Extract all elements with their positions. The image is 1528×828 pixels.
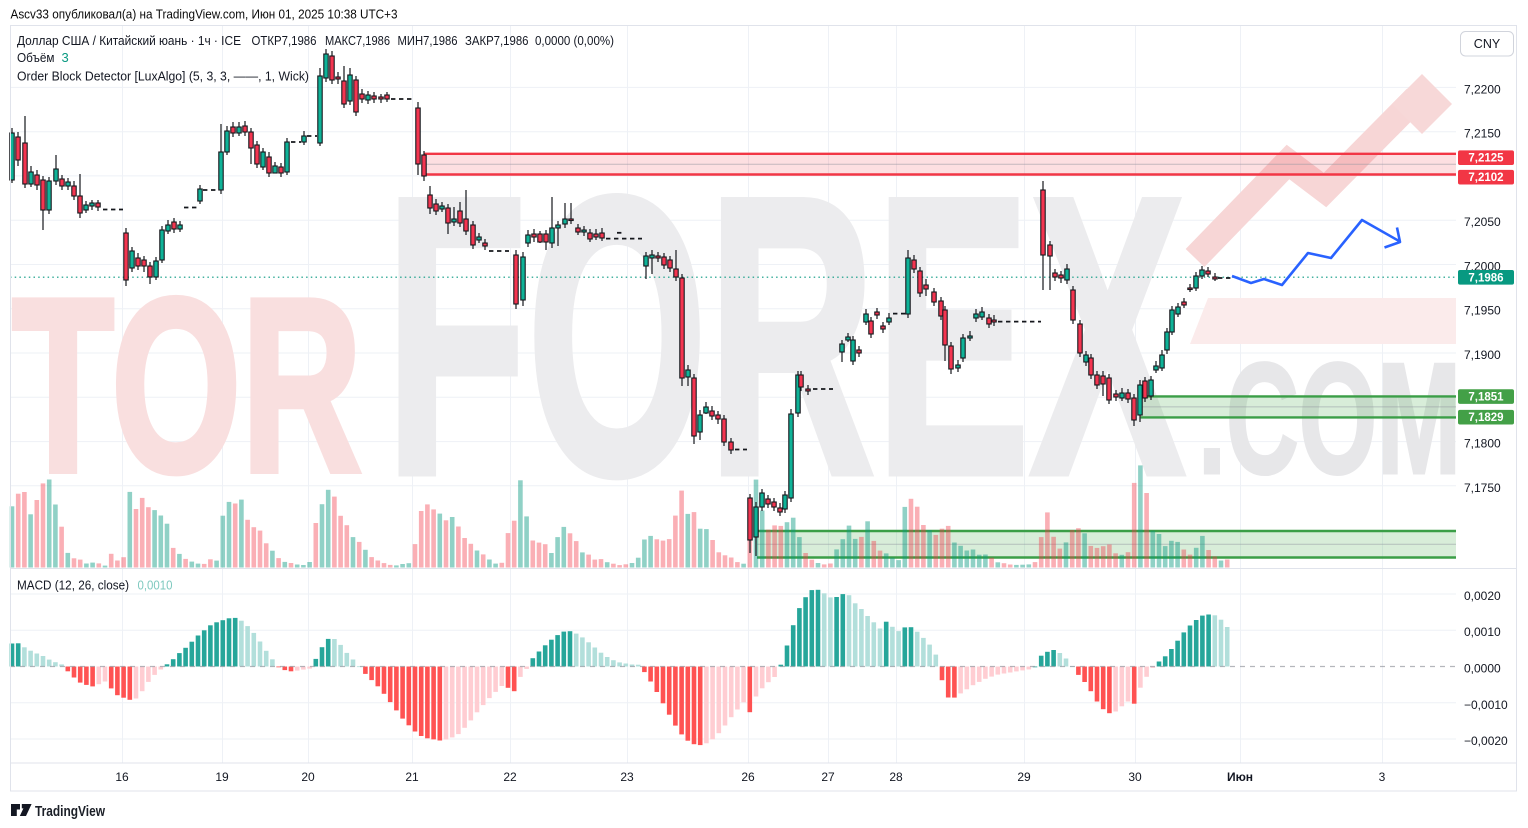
svg-text:Объём: Объём xyxy=(17,50,55,65)
svg-text:0,0000: 0,0000 xyxy=(1464,662,1501,676)
svg-text:MACD (12, 26, close): MACD (12, 26, close) xyxy=(17,578,129,593)
svg-text:7,1851: 7,1851 xyxy=(1468,392,1504,404)
svg-text:3: 3 xyxy=(1379,770,1386,784)
svg-text:21: 21 xyxy=(405,770,419,784)
svg-text:Ascv33 опубликовал(а) на Tradi: Ascv33 опубликовал(а) на TradingView.com… xyxy=(11,8,398,22)
svg-text:23: 23 xyxy=(620,770,634,784)
svg-text:28: 28 xyxy=(889,770,903,784)
svg-text:7,2125: 7,2125 xyxy=(1468,153,1504,165)
svg-text:7,1750: 7,1750 xyxy=(1464,481,1501,495)
svg-text:0,0010: 0,0010 xyxy=(1464,625,1501,639)
svg-text:0,0020: 0,0020 xyxy=(1464,589,1501,603)
svg-text:3: 3 xyxy=(62,50,69,65)
svg-text:0,0010: 0,0010 xyxy=(138,578,173,593)
svg-text:.COM: .COM xyxy=(1198,331,1461,507)
svg-text:−0,0010: −0,0010 xyxy=(1464,698,1508,712)
svg-text:7,2050: 7,2050 xyxy=(1464,215,1501,229)
svg-text:27: 27 xyxy=(821,770,835,784)
svg-text:19: 19 xyxy=(215,770,229,784)
svg-text:16: 16 xyxy=(115,770,129,784)
svg-text:Доллар США / Китайский юань ·: Доллар США / Китайский юань · 1ч · ICE xyxy=(17,33,241,48)
svg-text:7,2150: 7,2150 xyxy=(1464,127,1501,141)
svg-text:7,2102: 7,2102 xyxy=(1468,172,1503,184)
svg-text:20: 20 xyxy=(301,770,315,784)
svg-text:22: 22 xyxy=(503,770,517,784)
svg-text:−0,0020: −0,0020 xyxy=(1464,734,1508,748)
svg-text:7,1800: 7,1800 xyxy=(1464,437,1501,451)
svg-text:TradingView: TradingView xyxy=(35,803,105,820)
svg-text:26: 26 xyxy=(741,770,755,784)
svg-text:30: 30 xyxy=(1128,770,1142,784)
svg-text:7,1900: 7,1900 xyxy=(1464,348,1501,362)
svg-text:ЗАКР7,1986: ЗАКР7,1986 xyxy=(465,33,529,48)
svg-text:7,1950: 7,1950 xyxy=(1464,304,1501,318)
svg-text:Июн: Июн xyxy=(1227,770,1253,784)
svg-text:0,0000 (0,00%): 0,0000 (0,00%) xyxy=(535,33,614,48)
svg-text:FOREX: FOREX xyxy=(385,115,1186,557)
svg-text:Order Block Detector [LuxAlgo]: Order Block Detector [LuxAlgo] (5, 3, 3,… xyxy=(17,69,309,84)
svg-text:29: 29 xyxy=(1017,770,1031,784)
svg-text:7,1986: 7,1986 xyxy=(1468,272,1503,284)
svg-text:TOR: TOR xyxy=(12,246,362,524)
svg-text:7,2200: 7,2200 xyxy=(1464,82,1501,96)
svg-text:7,1829: 7,1829 xyxy=(1468,412,1503,424)
svg-text:CNY: CNY xyxy=(1474,37,1501,51)
svg-text:МИН7,1986: МИН7,1986 xyxy=(398,33,458,48)
svg-text:МАКС7,1986: МАКС7,1986 xyxy=(325,33,390,48)
svg-text:ОТКР7,1986: ОТКР7,1986 xyxy=(252,33,317,48)
